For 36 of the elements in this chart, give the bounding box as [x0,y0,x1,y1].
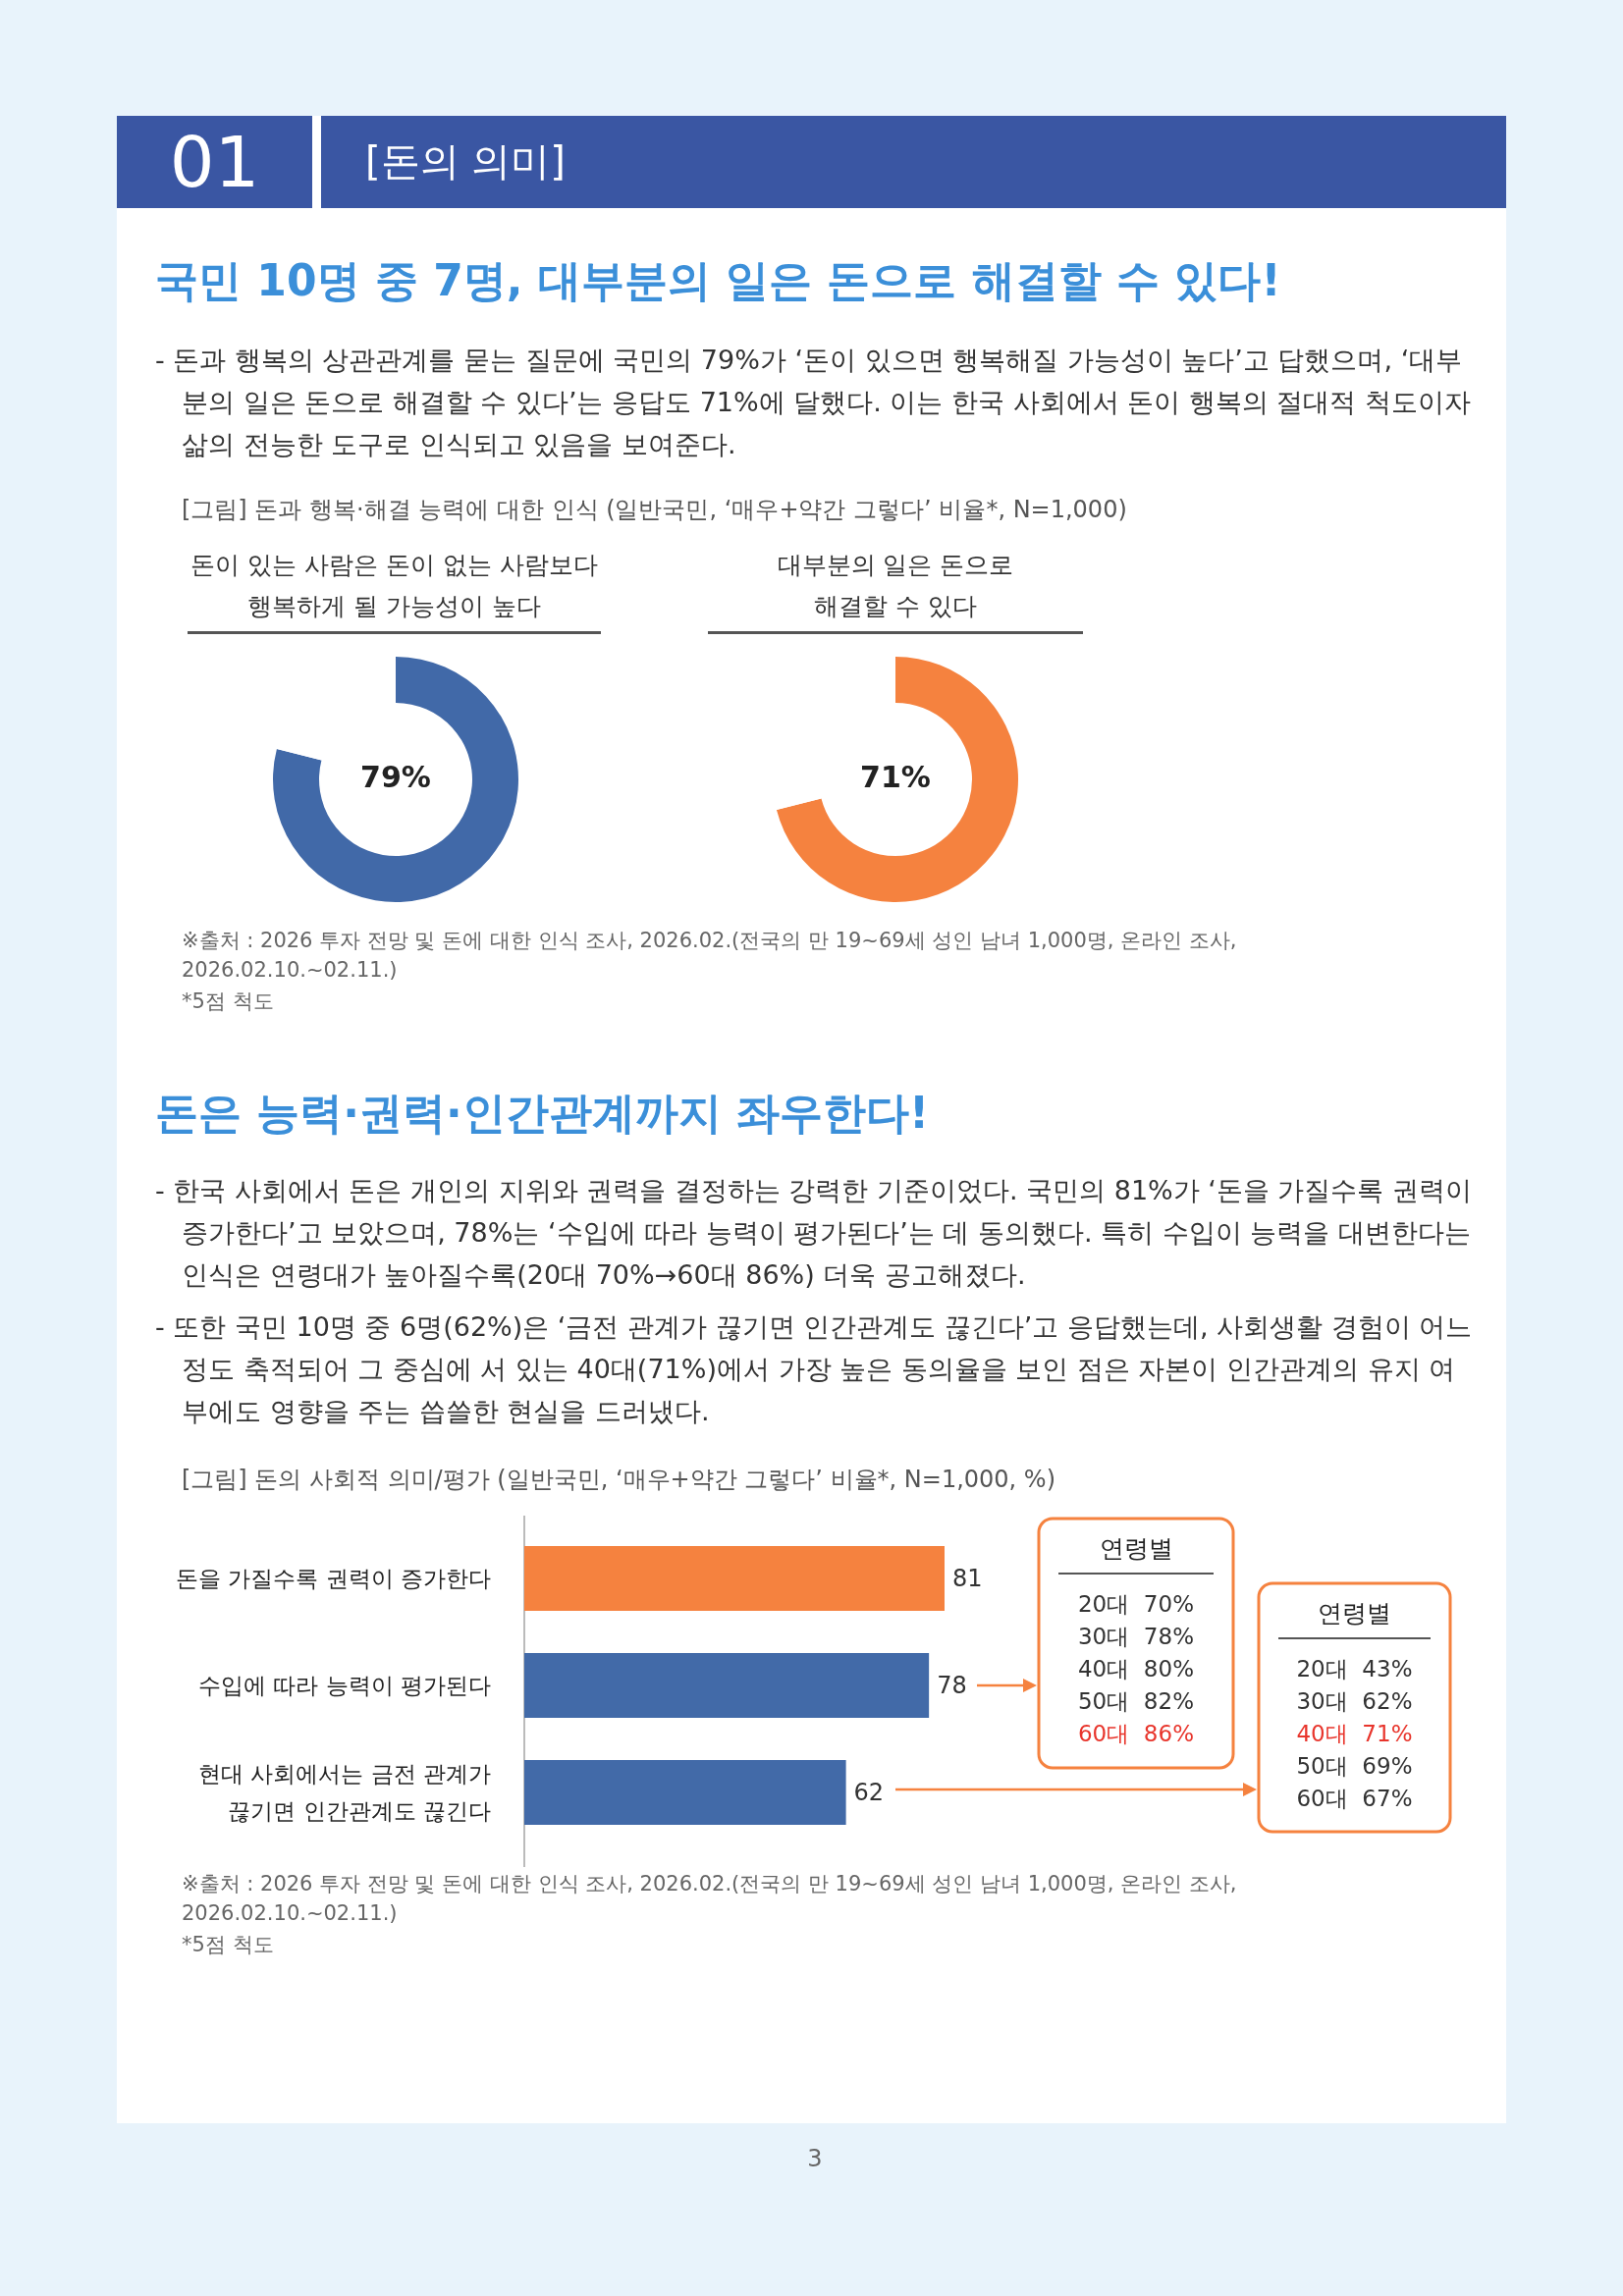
text: 3 [806,2144,824,2173]
text: 60대 86% [1077,1720,1195,1748]
text: ※출처 : 2026 투자 전망 및 돈에 대한 인식 조사, 2026.02.(전국의 만 19~69세 성인 남녀 1,000명, 온라인 조사, 2026.02.10.~02.11.) [182,1871,1238,1927]
y-tick-label: 현대 사회에서는 금전 관계가 끊기면 인간관계도 끊긴다 [197,1760,491,1826]
text: 돈은 능력·권력·인간관계까지 좌우한다! [155,1087,930,1140]
text: 50대 82% [1077,1687,1195,1716]
text: 50대 69% [1295,1752,1414,1781]
text: 연령별 [1317,1598,1392,1629]
text: - 돈과 행복의 상관관계를 묻는 질문에 국민의 79%가 ‘돈이 있으면 행복해질 가능성이 높다’고 답했으며, ‘대부분의 일은 돈으로 해결할 수 있다’는 응답도 71%에 달했다. 이는 한국 사회에서 돈이 행복의 절대적 척도이자 삶의 전능한 도구로 인식되고 있음을 보여준다. [155,344,1472,461]
text: 60대 67% [1295,1785,1414,1813]
text: 연령별 [1098,1533,1174,1565]
text: - 한국 사회에서 돈은 개인의 지위와 권력을 결정하는 강력한 기준이었다. 국민의 81%가 ‘돈을 가질수록 권력이 증가한다’고 보았으며, 78%는 ‘수입에 따라 능력이 평가된다’는 데 동의했다. 특히 수입이 능력을 대변한다는 인식은 연령대가 높아질수록(20대 70%→60대 86%) 더욱 공고해졌다. [155,1174,1473,1292]
text: 20대 43% [1295,1655,1414,1683]
data-label: 62 [853,1778,885,1808]
data-label: 71% [859,760,932,795]
text: 40대 71% [1295,1720,1414,1748]
text: 국민 10명 중 7명, 대부분의 일은 돈으로 해결할 수 있다! [155,254,1281,307]
y-tick-label: 수입에 따라 능력이 평가된다 [197,1672,491,1700]
chart-title: 대부분의 일은 돈으로 해결할 수 있다 [776,550,1015,622]
text: *5점 척도 [182,1932,274,1958]
y-tick-label: 돈을 가질수록 권력이 증가한다 [175,1565,491,1593]
data-label: 79% [359,760,432,795]
text: 30대 62% [1295,1687,1414,1716]
text: *5점 척도 [182,988,274,1015]
data-label: 78 [937,1671,967,1701]
chart-title: 돈이 있는 사람은 돈이 없는 사람보다 행복하게 될 가능성이 높다 [189,550,599,622]
text: 30대 78% [1077,1623,1195,1651]
text: [돈의 의미] [365,137,566,185]
data-label: 81 [952,1564,983,1594]
text: 20대 70% [1077,1590,1195,1619]
text: 40대 80% [1077,1655,1195,1683]
text: [그림] 돈의 사회적 의미/평가 (일반국민, ‘매우+약간 그렇다’ 비율*, N=1,000, %) [182,1465,1056,1495]
text: 01 [168,120,261,204]
text: ※출처 : 2026 투자 전망 및 돈에 대한 인식 조사, 2026.02.(전국의 만 19~69세 성인 남녀 1,000명, 온라인 조사, 2026.02.10.~02.11.) [182,928,1238,984]
text: [그림] 돈과 행복·해결 능력에 대한 인식 (일반국민, ‘매우+약간 그렇다’ 비율*, N=1,000) [182,495,1127,525]
text: - 또한 국민 10명 중 6명(62%)은 ‘금전 관계가 끊기면 인간관계도 끊긴다’고 응답했는데, 사회생활 경험이 어느 정도 축적되어 그 중심에 서 있는 40대(71%)에서 가장 높은 동의율을 보인 점은 자본이 인간관계의 유지 여부에도 영향을 주는 씁쓸한 현실을 드러냈다. [155,1310,1473,1428]
